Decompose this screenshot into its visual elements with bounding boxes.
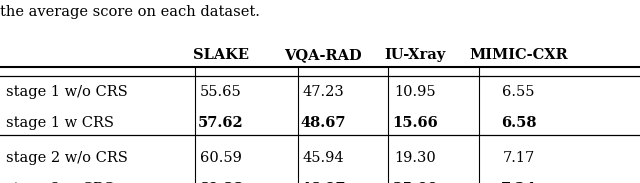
- Text: 60.88: 60.88: [198, 182, 243, 183]
- Text: MIMIC-CXR: MIMIC-CXR: [469, 48, 568, 63]
- Text: 47.23: 47.23: [302, 85, 344, 99]
- Text: 15.66: 15.66: [392, 116, 438, 130]
- Text: stage 2 w CRS: stage 2 w CRS: [6, 182, 115, 183]
- Text: 6.58: 6.58: [500, 116, 536, 130]
- Text: stage 1 w CRS: stage 1 w CRS: [6, 116, 115, 130]
- Text: 7.24: 7.24: [500, 182, 536, 183]
- Text: stage 2 w/o CRS: stage 2 w/o CRS: [6, 151, 128, 165]
- Text: the average score on each dataset.: the average score on each dataset.: [0, 5, 260, 20]
- Text: 48.67: 48.67: [300, 116, 346, 130]
- Text: 25.00: 25.00: [392, 182, 438, 183]
- Text: 60.59: 60.59: [200, 151, 242, 165]
- Text: 7.17: 7.17: [502, 151, 534, 165]
- Text: 55.65: 55.65: [200, 85, 242, 99]
- Text: 19.30: 19.30: [394, 151, 436, 165]
- Text: 46.97: 46.97: [300, 182, 346, 183]
- Text: 45.94: 45.94: [302, 151, 344, 165]
- Text: 57.62: 57.62: [198, 116, 244, 130]
- Text: SLAKE: SLAKE: [193, 48, 249, 63]
- Text: IU-Xray: IU-Xray: [384, 48, 445, 63]
- Text: stage 1 w/o CRS: stage 1 w/o CRS: [6, 85, 128, 99]
- Text: 6.55: 6.55: [502, 85, 534, 99]
- Text: 10.95: 10.95: [394, 85, 436, 99]
- Text: VQA-RAD: VQA-RAD: [284, 48, 362, 63]
